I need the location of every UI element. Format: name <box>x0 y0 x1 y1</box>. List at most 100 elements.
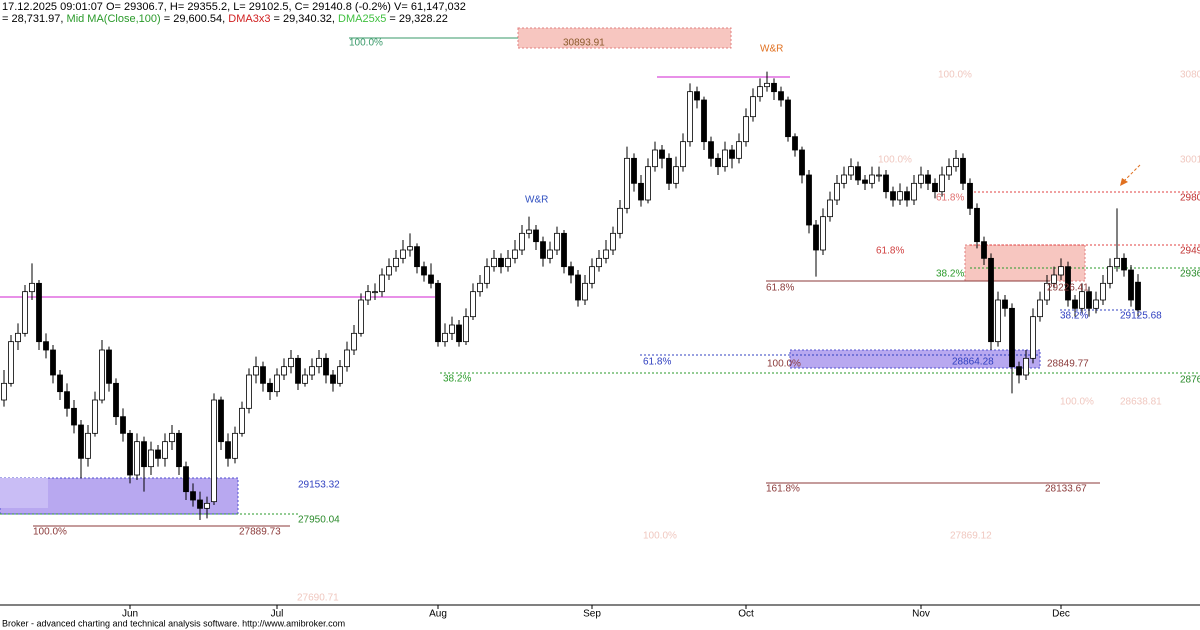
candle-body <box>904 191 910 201</box>
candle-body <box>589 266 595 284</box>
annotation: 2949 <box>1180 246 1200 257</box>
candle-body <box>183 466 189 493</box>
annotation: 28638.81 <box>1120 397 1162 408</box>
candle-body <box>981 241 987 259</box>
candle-body <box>715 157 721 168</box>
annotation: 3080 <box>1180 70 1200 81</box>
candle-body <box>764 82 770 88</box>
annotation: 2876 <box>1180 375 1200 386</box>
candle-body <box>43 341 49 351</box>
candle-body <box>1058 266 1064 276</box>
annotation: 38.2% <box>1060 311 1088 322</box>
candle-body <box>925 174 931 184</box>
annotation: 30893.91 <box>563 38 605 49</box>
candle-body <box>645 166 651 201</box>
candle-body <box>785 99 791 138</box>
candle-body <box>50 349 56 376</box>
candle-body <box>337 366 343 384</box>
candle-body <box>1079 291 1085 309</box>
annotation: 2980 <box>1180 193 1200 204</box>
candle-body <box>1093 299 1099 309</box>
candle-body <box>778 91 784 101</box>
header-text: Mid MA(Close,100) <box>67 13 161 25</box>
candle-body <box>918 174 924 184</box>
candle-body <box>1086 291 1092 309</box>
annotation: 27869.12 <box>950 531 992 542</box>
candle-body <box>127 432 133 476</box>
candle-body <box>652 149 658 168</box>
candle-body <box>281 366 287 376</box>
candle-body <box>1030 316 1036 359</box>
annotation: 61.8% <box>936 193 964 204</box>
candle-body <box>22 291 28 334</box>
candle-body <box>680 141 686 168</box>
candle-body <box>526 229 532 234</box>
annotation: 100.0% <box>643 531 677 542</box>
annotation: 27690.71 <box>297 593 339 604</box>
candle-body <box>134 441 140 476</box>
candle-body <box>330 374 336 384</box>
candle-body <box>575 274 581 301</box>
candle-body <box>820 216 826 251</box>
candle-body <box>1128 269 1134 301</box>
annotation: 2936 <box>1180 269 1200 280</box>
candle-body <box>400 249 406 259</box>
candle-body <box>428 274 434 284</box>
annotation: 28864.28 <box>952 357 994 368</box>
candle-body <box>750 96 756 118</box>
annotation: 161.8% <box>766 484 800 495</box>
candle-body <box>1065 266 1071 301</box>
candle-body <box>687 91 693 143</box>
candle-body <box>442 332 448 343</box>
x-tick-label: Jun <box>122 609 138 620</box>
candle-body <box>771 82 777 93</box>
candle-body <box>260 366 266 384</box>
candle-body <box>253 366 259 376</box>
candle-body <box>57 374 63 393</box>
annotation: 29153.32 <box>298 480 340 491</box>
candle-body <box>1009 307 1015 368</box>
candle-body <box>463 316 469 343</box>
candle-body <box>386 266 392 276</box>
candle-body <box>64 391 70 409</box>
annotation: 28133.67 <box>1045 484 1087 495</box>
candle-body <box>596 257 602 268</box>
candle-body <box>211 399 217 503</box>
candle-body <box>834 182 840 201</box>
annotation: 38.2% <box>936 269 964 280</box>
annotation: 100.0% <box>33 527 67 538</box>
arrow-head <box>1120 178 1128 186</box>
candle-body <box>407 246 413 251</box>
candle-body <box>659 149 665 159</box>
candle-body <box>547 249 553 259</box>
candle-body <box>344 349 350 368</box>
candle-body <box>421 266 427 276</box>
candle-body <box>358 299 364 334</box>
candle-body <box>491 257 497 268</box>
annotation: 100.0% <box>767 359 801 370</box>
header-line1: 17.12.2025 09:01:07 O= 29306.7, H= 29355… <box>2 1 466 13</box>
candle-body <box>708 141 714 159</box>
candle-body <box>162 441 168 459</box>
x-tick-label: Oct <box>738 609 754 620</box>
zone <box>789 349 1041 369</box>
candle-body <box>1016 366 1022 376</box>
candle-body <box>309 366 315 376</box>
x-tick-label: Aug <box>429 609 447 620</box>
candle-body <box>701 99 707 143</box>
header-text: = 29,328.22 <box>386 13 447 25</box>
candle-body <box>505 257 511 268</box>
candle-body <box>1051 274 1057 284</box>
candle-body <box>141 441 147 468</box>
candle-body <box>974 207 980 243</box>
candle-body <box>351 332 357 351</box>
candle-body <box>813 224 819 251</box>
candle-body <box>617 207 623 234</box>
candle-body <box>792 136 798 151</box>
candle-body <box>1 382 7 401</box>
candle-body <box>890 191 896 201</box>
candle-body <box>267 382 273 393</box>
candle-body <box>610 232 616 251</box>
candle-body <box>988 257 994 343</box>
